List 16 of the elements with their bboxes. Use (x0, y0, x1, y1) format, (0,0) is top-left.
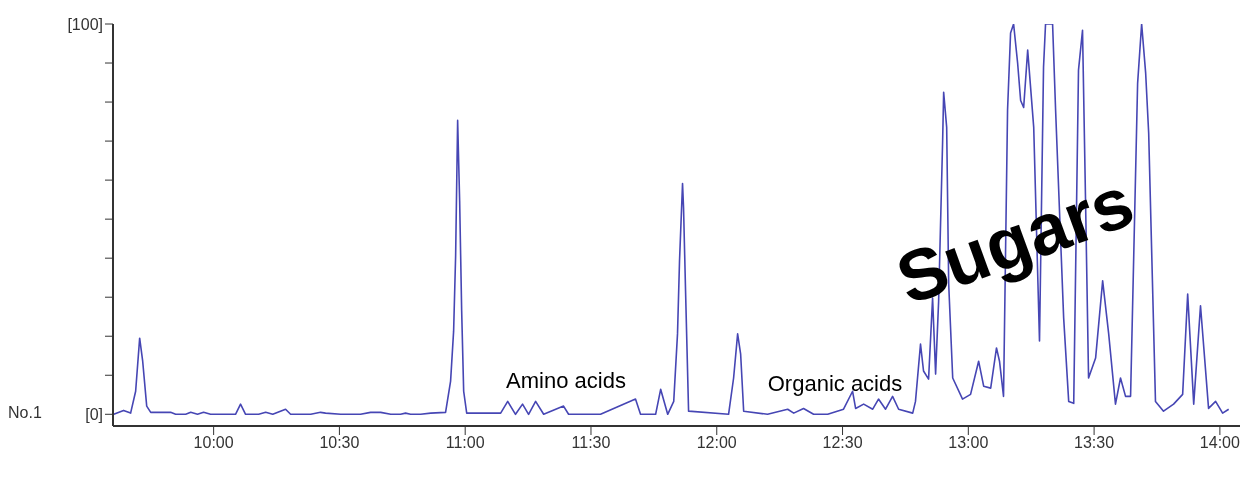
x-tick-label: 13:00 (948, 434, 989, 452)
y-axis-title: No.1 (8, 404, 42, 421)
annotation: Sugars (886, 160, 1144, 320)
x-tick-label: 10:00 (193, 434, 234, 452)
x-tick-label: 13:30 (1074, 434, 1115, 452)
x-tick-label: 12:00 (696, 434, 737, 452)
y-tick-label: [0] (85, 405, 103, 423)
x-tick-label: 14:00 (1199, 434, 1240, 452)
x-tick-label: 11:00 (445, 434, 485, 452)
x-tick-label: 11:30 (571, 434, 611, 452)
annotation: Amino acids (506, 367, 626, 393)
y-tick-label: [100] (67, 15, 103, 33)
x-tick-label: 12:30 (822, 434, 863, 452)
line-series (113, 24, 1230, 416)
annotation: Organic acids (767, 370, 903, 396)
x-tick-label: 10:30 (319, 434, 360, 452)
